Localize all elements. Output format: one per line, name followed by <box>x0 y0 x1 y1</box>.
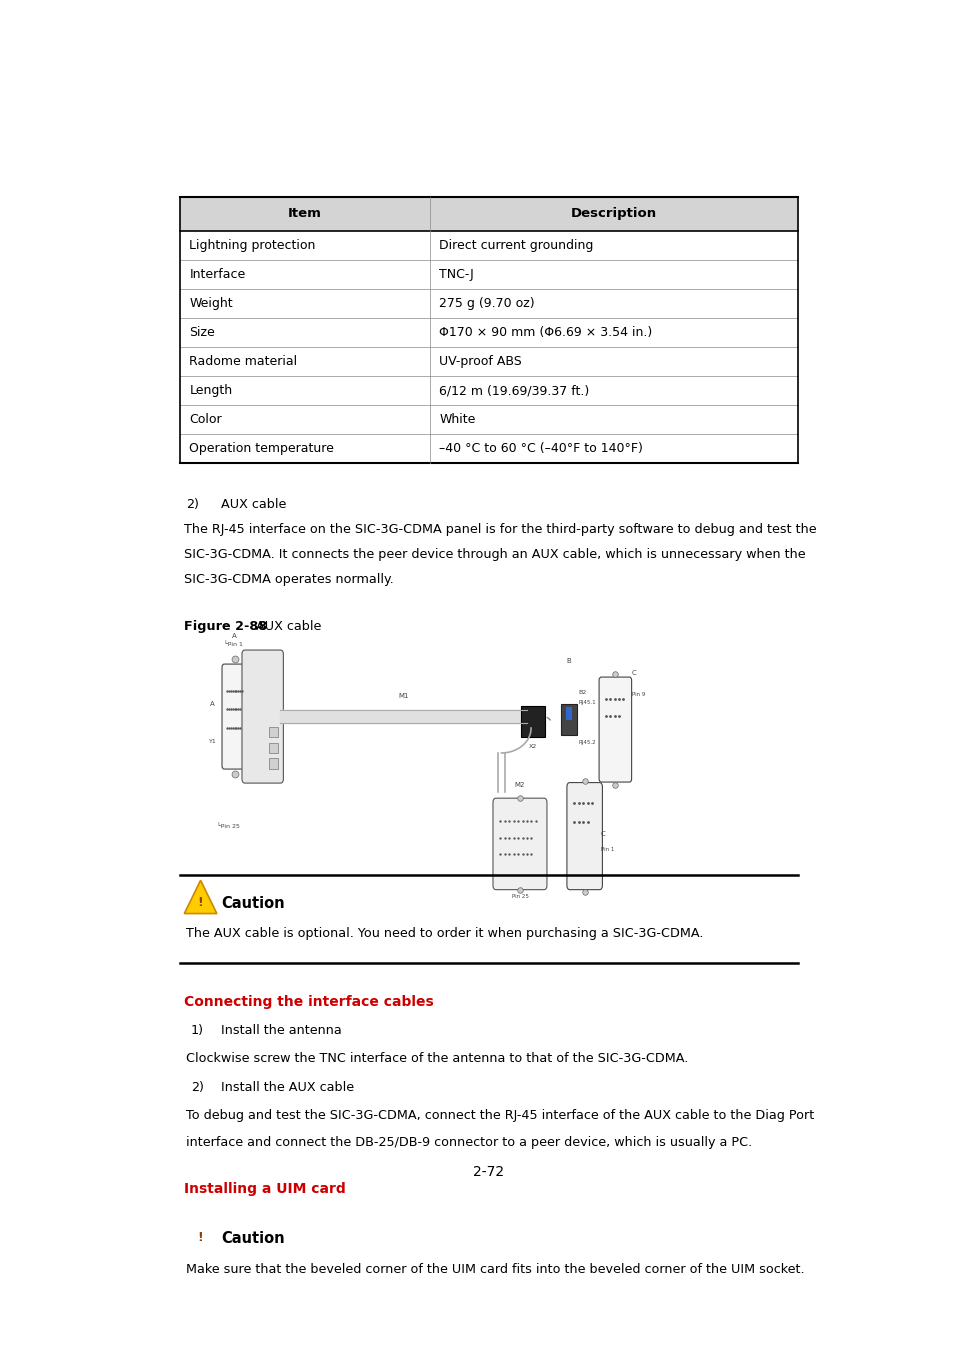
Text: Lightning protection: Lightning protection <box>190 239 315 251</box>
Text: X2: X2 <box>529 744 537 749</box>
Text: Φ170 × 90 mm (Φ6.69 × 3.54 in.): Φ170 × 90 mm (Φ6.69 × 3.54 in.) <box>439 325 652 339</box>
Text: Item: Item <box>288 208 321 220</box>
Text: Install the antenna: Install the antenna <box>220 1023 341 1037</box>
Text: Color: Color <box>190 413 222 427</box>
Text: Install the AUX cable: Install the AUX cable <box>220 1081 354 1094</box>
Text: Pin 1: Pin 1 <box>600 846 614 852</box>
Text: Length: Length <box>190 385 233 397</box>
FancyBboxPatch shape <box>565 707 572 720</box>
Text: 2): 2) <box>186 498 198 510</box>
FancyBboxPatch shape <box>222 664 249 770</box>
Text: 275 g (9.70 oz): 275 g (9.70 oz) <box>439 297 535 310</box>
Text: !: ! <box>197 895 203 909</box>
Text: C: C <box>600 832 605 837</box>
Text: Y1: Y1 <box>210 738 217 744</box>
Polygon shape <box>184 880 216 914</box>
Text: └Pin 25: └Pin 25 <box>216 824 239 829</box>
Text: The RJ-45 interface on the SIC-3G-CDMA panel is for the third-party software to : The RJ-45 interface on the SIC-3G-CDMA p… <box>183 522 816 536</box>
Text: SIC-3G-CDMA operates normally.: SIC-3G-CDMA operates normally. <box>183 572 393 586</box>
FancyBboxPatch shape <box>180 197 797 231</box>
Text: Weight: Weight <box>190 297 233 310</box>
Text: └Pin 1: └Pin 1 <box>224 641 243 648</box>
Text: AUX cable: AUX cable <box>252 621 321 633</box>
Text: B2: B2 <box>578 690 586 695</box>
Text: Installing a UIM card: Installing a UIM card <box>183 1181 345 1196</box>
Text: 2): 2) <box>191 1081 204 1094</box>
Text: Caution: Caution <box>221 895 285 911</box>
Text: Connecting the interface cables: Connecting the interface cables <box>183 995 433 1008</box>
Text: !: ! <box>197 1231 203 1245</box>
FancyBboxPatch shape <box>269 743 278 753</box>
Text: 6/12 m (19.69/39.37 ft.): 6/12 m (19.69/39.37 ft.) <box>439 385 589 397</box>
Text: RJ45.2: RJ45.2 <box>578 740 596 745</box>
Polygon shape <box>184 1216 216 1249</box>
Text: The AUX cable is optional. You need to order it when purchasing a SIC-3G-CDMA.: The AUX cable is optional. You need to o… <box>186 927 702 940</box>
Text: Interface: Interface <box>190 267 246 281</box>
Text: Caution: Caution <box>221 1231 285 1246</box>
Text: Pin 25: Pin 25 <box>511 894 528 899</box>
Text: –40 °C to 60 °C (–40°F to 140°F): –40 °C to 60 °C (–40°F to 140°F) <box>439 443 642 455</box>
Text: 1): 1) <box>191 1023 204 1037</box>
FancyBboxPatch shape <box>598 678 631 782</box>
Text: Clockwise screw the TNC interface of the antenna to that of the SIC-3G-CDMA.: Clockwise screw the TNC interface of the… <box>186 1052 687 1065</box>
Text: RJ45.1: RJ45.1 <box>578 701 596 705</box>
Text: M2: M2 <box>515 782 524 788</box>
Text: SIC-3G-CDMA. It connects the peer device through an AUX cable, which is unnecess: SIC-3G-CDMA. It connects the peer device… <box>183 548 804 560</box>
FancyBboxPatch shape <box>242 651 283 783</box>
Text: A: A <box>232 633 236 639</box>
Text: To debug and test the SIC-3G-CDMA, connect the RJ-45 interface of the AUX cable : To debug and test the SIC-3G-CDMA, conne… <box>186 1108 813 1122</box>
Text: C: C <box>631 670 636 676</box>
FancyBboxPatch shape <box>566 783 601 890</box>
Text: UV-proof ABS: UV-proof ABS <box>439 355 521 369</box>
Text: White: White <box>439 413 476 427</box>
Text: 2-72: 2-72 <box>473 1165 504 1180</box>
Text: B: B <box>566 657 571 663</box>
Text: Figure 2-88: Figure 2-88 <box>183 621 267 633</box>
FancyBboxPatch shape <box>493 798 546 890</box>
Text: Radome material: Radome material <box>190 355 297 369</box>
Text: Pin 9: Pin 9 <box>631 691 644 697</box>
Text: Direct current grounding: Direct current grounding <box>439 239 593 251</box>
Text: Size: Size <box>190 325 215 339</box>
Text: Make sure that the beveled corner of the UIM card fits into the beveled corner o: Make sure that the beveled corner of the… <box>186 1262 803 1276</box>
Text: M1: M1 <box>398 693 409 699</box>
Text: Description: Description <box>570 208 657 220</box>
Text: AUX cable: AUX cable <box>220 498 286 510</box>
Text: A: A <box>210 701 214 707</box>
Text: interface and connect the DB-25/DB-9 connector to a peer device, which is usuall: interface and connect the DB-25/DB-9 con… <box>186 1135 751 1149</box>
Text: TNC-J: TNC-J <box>439 267 474 281</box>
FancyBboxPatch shape <box>560 705 577 736</box>
FancyBboxPatch shape <box>521 706 544 737</box>
FancyBboxPatch shape <box>269 759 278 768</box>
FancyBboxPatch shape <box>269 726 278 737</box>
Text: Operation temperature: Operation temperature <box>190 443 334 455</box>
